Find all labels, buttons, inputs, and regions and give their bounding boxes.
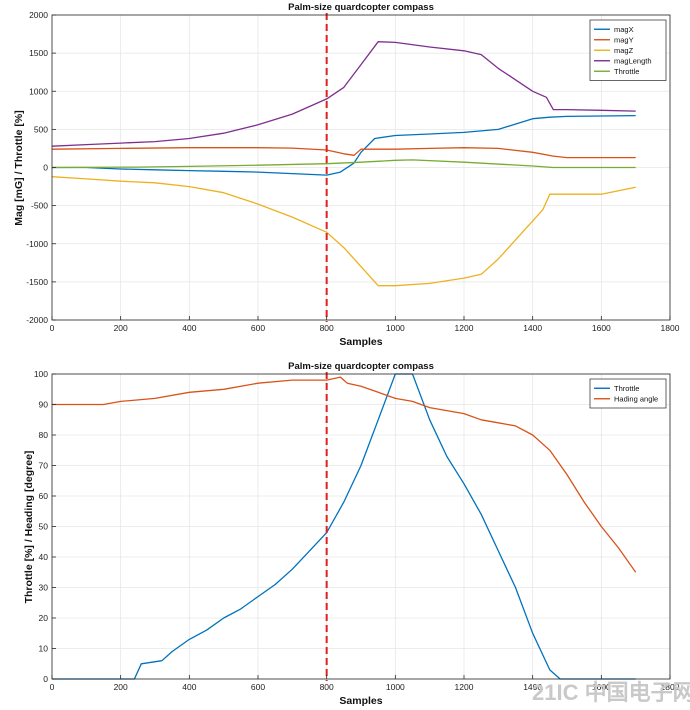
y-tick-label: -1500 xyxy=(26,277,48,287)
y-tick-label: 60 xyxy=(39,491,49,501)
legend-label-hading-angle: Hading angle xyxy=(614,394,658,403)
series-line-hading-angle xyxy=(52,376,637,573)
series-line-magz xyxy=(51,176,636,287)
series-line-magx xyxy=(52,114,636,176)
x-tick-label: 200 xyxy=(114,682,128,692)
series-line-magy xyxy=(51,147,636,159)
y-tick-label: 50 xyxy=(39,522,49,532)
top-series-group xyxy=(51,41,636,287)
x-tick-label: 800 xyxy=(320,323,334,333)
series-line-maglength xyxy=(51,41,636,147)
y-tick-label: 40 xyxy=(39,552,49,562)
x-tick-label: 1400 xyxy=(523,323,542,333)
y-tick-label: 20 xyxy=(39,613,49,623)
series-line-throttle xyxy=(52,373,636,680)
y-tick-label: 0 xyxy=(43,674,48,684)
top-chart: Palm-size quardcopter compass 0 200 400 600… xyxy=(13,2,680,348)
y-tick-label: -2000 xyxy=(26,315,48,325)
bottom-chart-title: Palm-size quardcopter compass xyxy=(288,361,434,372)
x-tick-label: 400 xyxy=(182,682,196,692)
bottom-chart: Palm-size quardcopter compass 0 200 400 600… xyxy=(23,361,680,707)
x-tick-label: 1400 xyxy=(523,682,542,692)
x-tick-label: 1200 xyxy=(455,323,474,333)
x-tick-label: 1000 xyxy=(386,682,405,692)
y-tick-label: 100 xyxy=(34,369,48,379)
legend-box xyxy=(589,378,667,409)
top-chart-title: Palm-size quardcopter compass xyxy=(288,2,434,13)
bottom-series-group xyxy=(52,373,637,680)
y-tick-label: 1500 xyxy=(29,48,48,58)
top-y-axis-label: Mag [mG] / Throttle [%] xyxy=(13,110,25,226)
y-tick-label: 70 xyxy=(39,461,49,471)
x-tick-label: 1600 xyxy=(592,682,611,692)
x-tick-label: 1600 xyxy=(592,323,611,333)
y-tick-label: -1000 xyxy=(26,239,48,249)
x-tick-label: 600 xyxy=(251,323,265,333)
series-line-throttle xyxy=(51,159,636,169)
x-tick-label: 1800 xyxy=(661,682,680,692)
y-tick-label: 2000 xyxy=(29,10,48,20)
x-tick-label: 1200 xyxy=(455,682,474,692)
legend-label-throttle: Throttle xyxy=(614,384,639,393)
watermark-logo: 21IC 中国电子网 xyxy=(532,680,690,705)
y-tick-label: 10 xyxy=(39,644,49,654)
y-tick-label: 500 xyxy=(34,124,48,134)
top-tick-labels: 0 200 400 600 800 1000 1200 1400 1600 1800 -2000 -1… xyxy=(26,10,679,333)
x-tick-label: 0 xyxy=(50,323,55,333)
y-tick-label: 80 xyxy=(39,430,49,440)
y-tick-label: 1000 xyxy=(29,86,48,96)
y-tick-label: 0 xyxy=(43,163,48,173)
x-tick-label: 0 xyxy=(50,682,55,692)
legend-label-magz: magZ xyxy=(614,46,634,55)
x-tick-label: 400 xyxy=(182,323,196,333)
legend-label-maglength: magLength xyxy=(614,56,652,65)
top-x-axis-label: Samples xyxy=(339,336,382,348)
y-tick-label: 30 xyxy=(39,583,49,593)
legend-label-magx: magX xyxy=(614,25,634,34)
x-tick-label: 600 xyxy=(251,682,265,692)
x-tick-label: 1800 xyxy=(661,323,680,333)
legend-label-magy: magY xyxy=(614,35,634,44)
bottom-x-axis-label: Samples xyxy=(339,695,382,707)
bottom-tick-labels: 0 200 400 600 800 1000 1200 1400 1600 1800 0 10 20 30… xyxy=(34,369,680,692)
y-tick-label: 90 xyxy=(39,400,49,410)
x-tick-label: 1000 xyxy=(386,323,405,333)
bottom-y-axis-label: Throttle [%] / Heading [degree] xyxy=(23,451,35,604)
x-tick-label: 800 xyxy=(320,682,334,692)
legend-label-throttle: Throttle xyxy=(614,67,639,76)
y-tick-label: -500 xyxy=(31,201,48,211)
x-tick-label: 200 xyxy=(114,323,128,333)
